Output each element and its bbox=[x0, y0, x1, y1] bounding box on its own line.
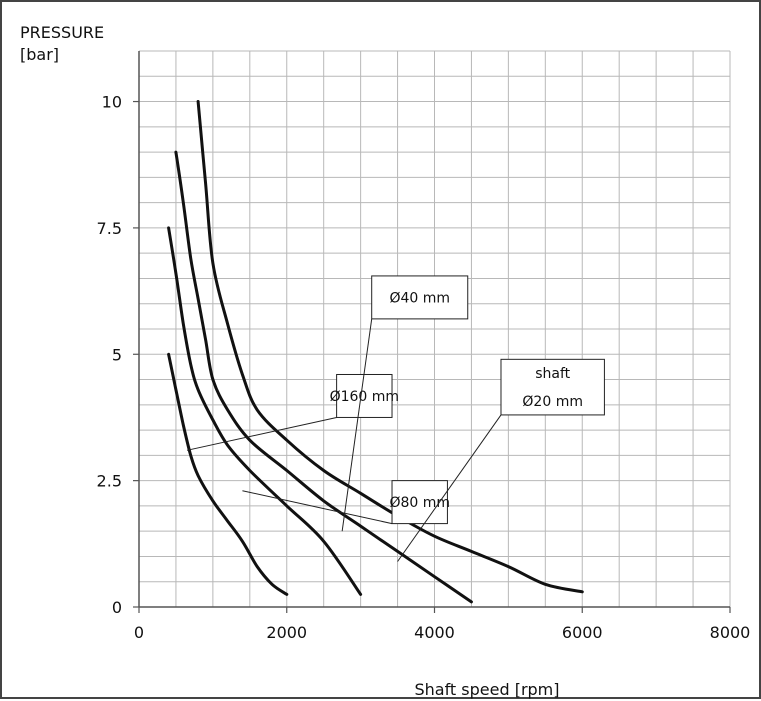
y-axis-title-line2: [bar] bbox=[20, 45, 59, 64]
callout-20mm: shaft Ø20 mm bbox=[397, 358, 605, 562]
y-tick-label: 10 bbox=[102, 93, 122, 112]
y-tick-label: 0 bbox=[112, 598, 122, 617]
callout-leader-line bbox=[186, 416, 337, 451]
x-axis-title: Shaft speed [rpm] bbox=[414, 680, 559, 699]
callout-label: Ø20 mm bbox=[522, 394, 583, 410]
callout-box bbox=[500, 358, 605, 416]
series-line-1 bbox=[167, 352, 289, 596]
y-tick-label: 5 bbox=[112, 345, 122, 364]
axis-labels: PRESSURE [bar] Shaft speed [rpm] bbox=[20, 23, 560, 699]
callout-40mm: Ø40 mm bbox=[341, 275, 469, 532]
series-line-3 bbox=[174, 150, 473, 604]
series-lines bbox=[167, 100, 584, 604]
series-line-4 bbox=[196, 100, 584, 594]
callout-leader-line bbox=[341, 318, 373, 532]
callout-leader-line bbox=[242, 490, 393, 525]
grid bbox=[138, 50, 731, 608]
y-tick-label: 2.5 bbox=[97, 472, 122, 491]
series-line-2 bbox=[167, 226, 363, 596]
callout-label: Ø40 mm bbox=[389, 290, 450, 306]
x-tick-label: 6000 bbox=[562, 623, 603, 642]
callout-160mm: Ø160 mm bbox=[186, 373, 399, 451]
callout-label: Ø160 mm bbox=[330, 389, 399, 405]
callout-box bbox=[336, 373, 393, 418]
x-tick-label: 8000 bbox=[710, 623, 751, 642]
callouts: Ø160 mm Ø80 mm Ø40 mm shaft Ø20 mm bbox=[186, 275, 605, 562]
callout-80mm: Ø80 mm bbox=[242, 480, 450, 525]
x-tick-label: 2000 bbox=[266, 623, 307, 642]
callout-box bbox=[371, 275, 469, 320]
callout-leader-line bbox=[397, 414, 502, 562]
y-tick-label: 7.5 bbox=[97, 219, 122, 238]
x-tick-label: 0 bbox=[134, 623, 144, 642]
y-axis-title-line1: PRESSURE bbox=[20, 23, 104, 42]
callout-box bbox=[391, 480, 448, 525]
callout-label: shaft bbox=[535, 366, 570, 382]
x-tick-label: 4000 bbox=[414, 623, 455, 642]
callout-label: Ø80 mm bbox=[389, 495, 450, 511]
axes: 0 2000 4000 6000 8000 0 2.5 5 7.5 10 bbox=[97, 51, 751, 642]
